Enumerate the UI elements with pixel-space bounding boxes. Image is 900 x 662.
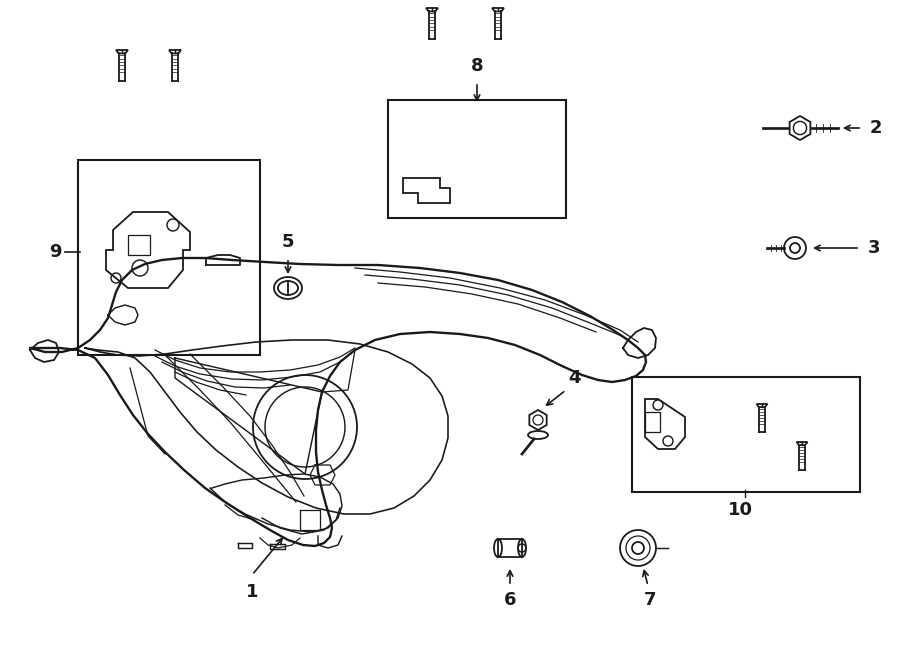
Text: 9: 9 [49,243,61,261]
Bar [645,412,660,432]
Text: 4: 4 [568,369,580,387]
Text: 3: 3 [868,239,880,257]
Bar [388,100,566,218]
Bar [128,235,150,255]
Text: 10: 10 [727,501,752,519]
Text: 5: 5 [282,233,294,251]
Text: 1: 1 [246,583,258,601]
Text: 7: 7 [644,591,656,609]
Text: 8: 8 [471,57,483,75]
Bar [498,539,522,557]
Text: 2: 2 [869,119,882,137]
Text: 6: 6 [504,591,517,609]
Bar [78,160,260,355]
Bar [632,377,860,492]
